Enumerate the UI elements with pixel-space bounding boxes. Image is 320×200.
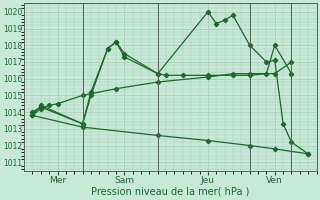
- X-axis label: Pression niveau de la mer( hPa ): Pression niveau de la mer( hPa ): [91, 187, 250, 197]
